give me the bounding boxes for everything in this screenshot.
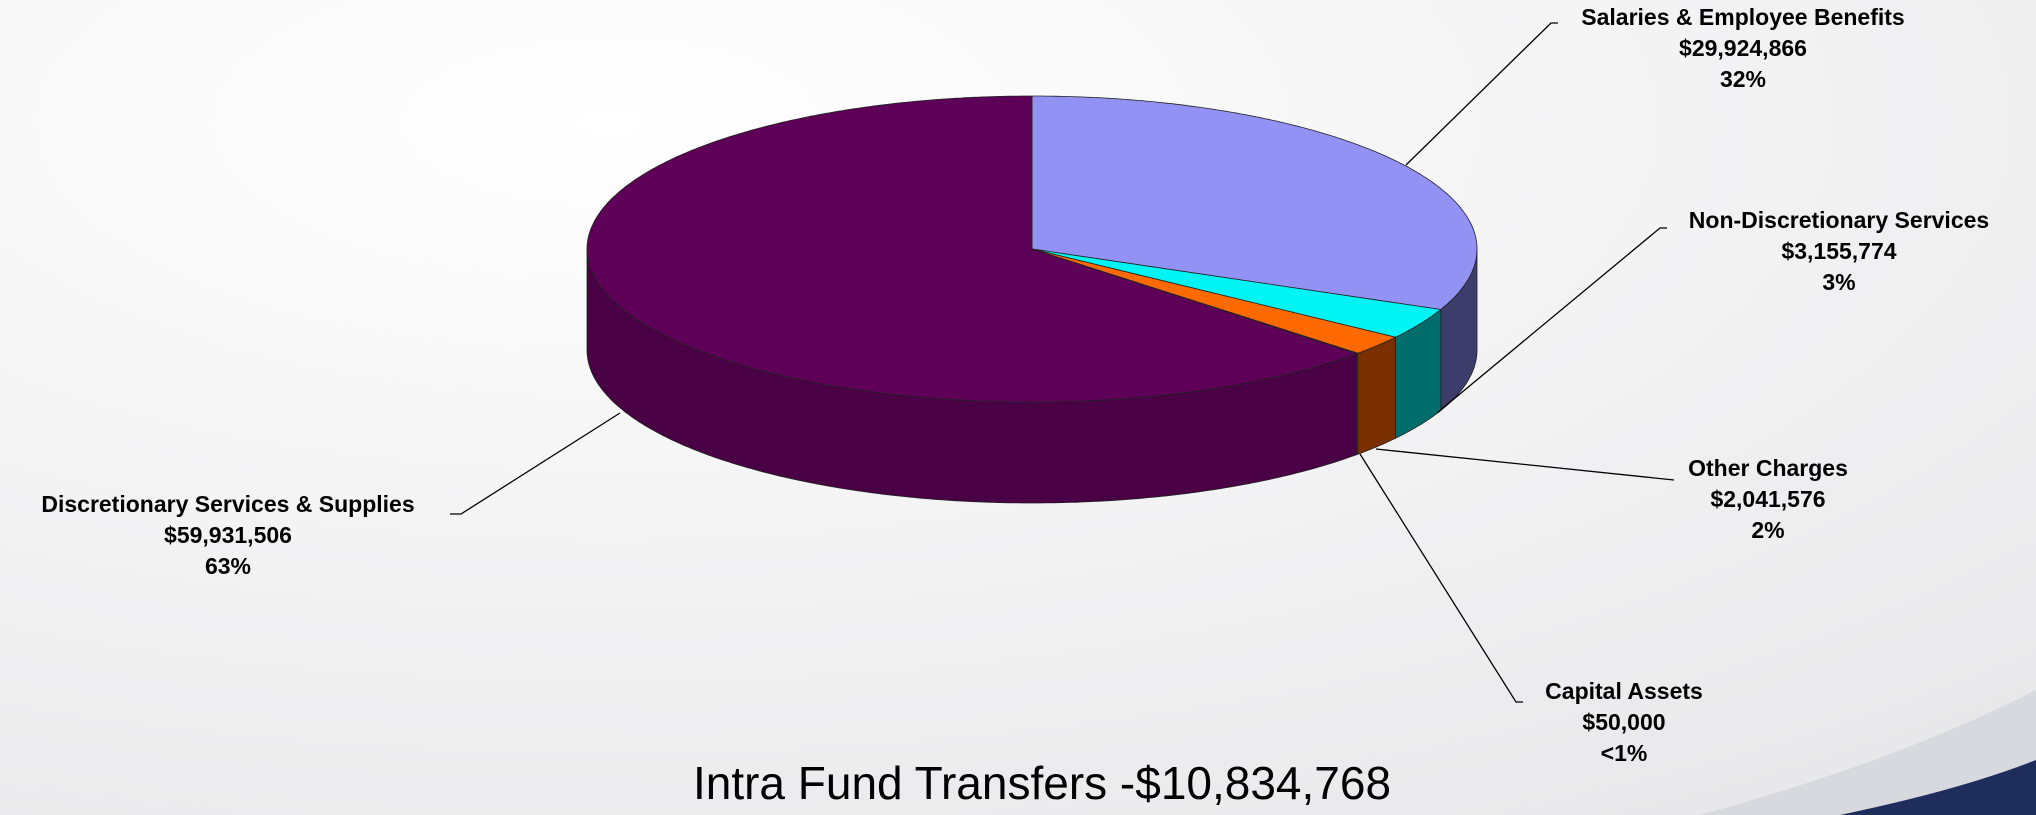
percent-label: 63% <box>205 553 251 579</box>
value-label: $2,041,576 <box>1710 486 1825 512</box>
leader-line <box>450 412 621 515</box>
leader-line <box>1375 448 1675 481</box>
slice <box>1031 248 1442 338</box>
leader-line <box>1359 453 1523 703</box>
slice <box>1031 95 1478 310</box>
labels: Salaries & Employee Benefits $29,924,866 3… <box>41 4 1989 766</box>
percent-label: 3% <box>1822 269 1855 295</box>
leader-line <box>1405 22 1558 166</box>
percent-label: 2% <box>1751 517 1784 543</box>
value-label: $50,000 <box>1582 709 1665 735</box>
slice <box>586 95 1358 403</box>
pie <box>586 95 1478 504</box>
value-label: $59,931,506 <box>164 522 292 548</box>
slice-side <box>1357 336 1396 455</box>
category-label: Discretionary Services & Supplies <box>41 491 414 517</box>
percent-label: 32% <box>1720 66 1766 92</box>
value-label: $3,155,774 <box>1781 238 1896 264</box>
category-label: Other Charges <box>1688 455 1848 481</box>
value-label: $29,924,866 <box>1679 35 1807 61</box>
slice <box>1031 248 1397 354</box>
percent-label: <1% <box>1601 740 1648 766</box>
footnote: Intra Fund Transfers -$10,834,768 <box>693 757 1391 809</box>
leader-line <box>1436 227 1667 414</box>
category-label: Capital Assets <box>1545 678 1703 704</box>
swoosh <box>1700 690 2036 815</box>
swoosh-dark <box>1840 760 2036 815</box>
category-label: Non-Discretionary Services <box>1689 207 1989 233</box>
category-label: Salaries & Employee Benefits <box>1581 4 1904 30</box>
